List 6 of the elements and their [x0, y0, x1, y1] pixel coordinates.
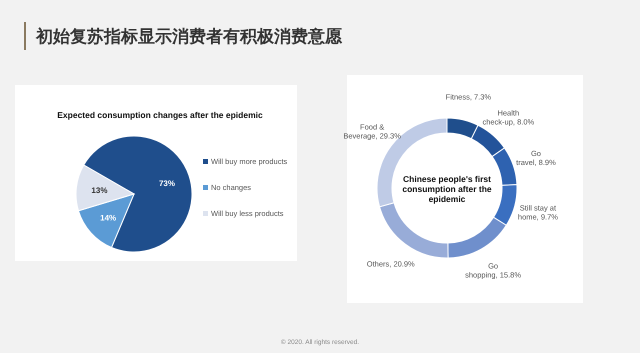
chart-title: Expected consumption changes after the epidemic: [57, 110, 264, 120]
text: 初始复苏指标显示消费者有积极消费意愿: [35, 27, 343, 46]
data-label: 13%: [91, 186, 108, 195]
text: Chinese people's first consumption after the epidemic: [402, 174, 492, 204]
data-label: 73%: [158, 178, 175, 188]
data-label: 14%: [100, 213, 116, 222]
